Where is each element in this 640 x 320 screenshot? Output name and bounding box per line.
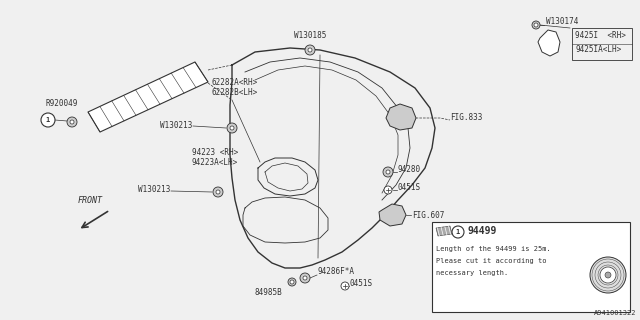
Circle shape	[41, 113, 55, 127]
Text: 9425I  <RH>: 9425I <RH>	[575, 31, 626, 41]
Text: Please cut it according to: Please cut it according to	[436, 258, 547, 264]
Text: 1: 1	[456, 229, 460, 235]
Circle shape	[227, 123, 237, 133]
Text: 9425IA<LH>: 9425IA<LH>	[575, 45, 621, 54]
Text: FRONT: FRONT	[77, 196, 102, 205]
Text: 94280: 94280	[398, 165, 421, 174]
Text: 0451S: 0451S	[350, 279, 373, 289]
Text: FIG.833: FIG.833	[450, 114, 483, 123]
Circle shape	[341, 282, 349, 290]
Circle shape	[300, 273, 310, 283]
Text: 62282A<RH>: 62282A<RH>	[212, 78, 259, 87]
Circle shape	[216, 190, 220, 194]
Circle shape	[305, 45, 315, 55]
Polygon shape	[538, 30, 560, 56]
Text: 94499: 94499	[467, 226, 497, 236]
Polygon shape	[88, 62, 208, 132]
Circle shape	[288, 278, 296, 286]
Text: R920049: R920049	[46, 99, 78, 108]
Circle shape	[386, 170, 390, 174]
Polygon shape	[436, 226, 452, 236]
Circle shape	[532, 21, 540, 29]
Circle shape	[534, 23, 538, 27]
Circle shape	[452, 226, 464, 238]
Text: A941001322: A941001322	[593, 310, 636, 316]
Text: 94223 <RH>: 94223 <RH>	[192, 148, 238, 157]
Text: FIG.607: FIG.607	[412, 211, 444, 220]
Bar	[572, 28, 632, 60]
Circle shape	[290, 280, 294, 284]
Circle shape	[605, 272, 611, 278]
Text: 0451S: 0451S	[398, 183, 421, 193]
Circle shape	[70, 120, 74, 124]
Circle shape	[303, 276, 307, 280]
Circle shape	[308, 48, 312, 52]
Text: Length of the 94499 is 25m.: Length of the 94499 is 25m.	[436, 246, 551, 252]
Polygon shape	[386, 104, 416, 130]
Circle shape	[590, 257, 626, 293]
Circle shape	[230, 126, 234, 130]
Circle shape	[67, 117, 77, 127]
Text: 84985B: 84985B	[254, 288, 282, 297]
Text: 62282B<LH>: 62282B<LH>	[212, 88, 259, 97]
Circle shape	[213, 187, 223, 197]
Text: W130213: W130213	[159, 121, 192, 130]
Text: 1: 1	[46, 117, 50, 123]
Text: W130185: W130185	[294, 31, 326, 40]
Text: W130213: W130213	[138, 186, 170, 195]
Bar	[432, 222, 630, 312]
Circle shape	[600, 267, 616, 283]
Text: 94223A<LH>: 94223A<LH>	[192, 158, 238, 167]
Text: 94286F*A: 94286F*A	[318, 268, 355, 276]
Polygon shape	[379, 204, 406, 226]
Text: necessary length.: necessary length.	[436, 270, 508, 276]
Text: W130174: W130174	[546, 18, 579, 27]
Circle shape	[384, 186, 392, 194]
Circle shape	[383, 167, 393, 177]
